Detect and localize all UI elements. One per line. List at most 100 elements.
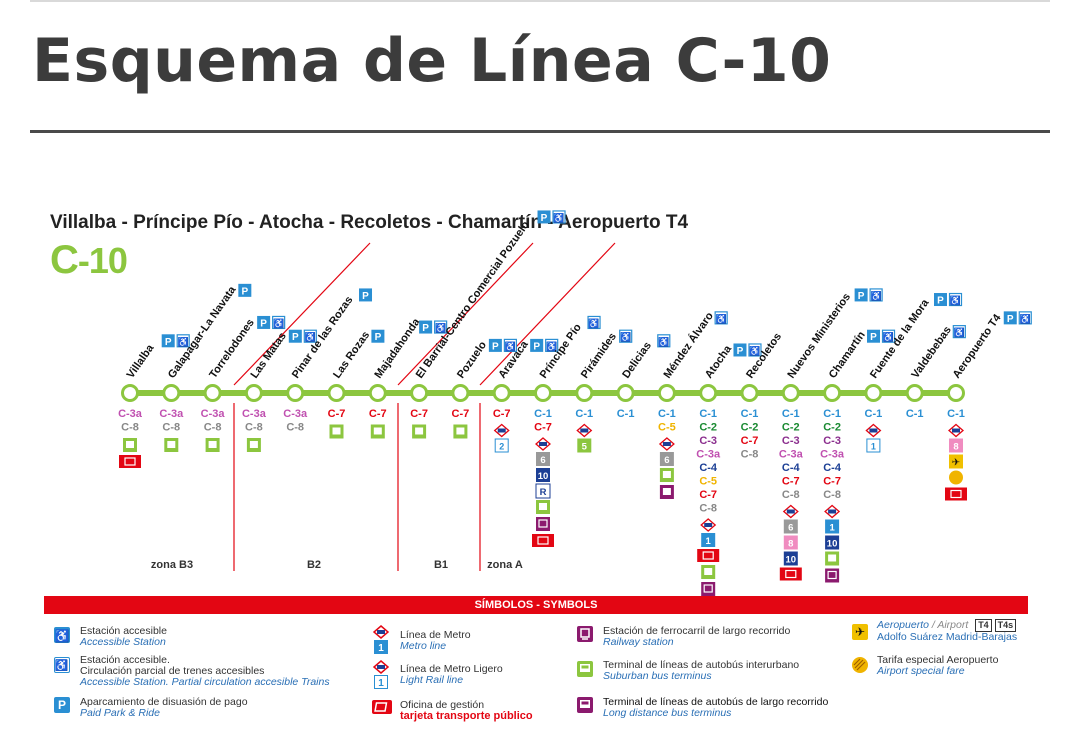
metro-line-number: 1: [706, 536, 712, 547]
t4s-badge: T4s: [994, 619, 1017, 632]
station-name: Valdebebas: [909, 324, 954, 380]
transport-card-office-icon: [945, 487, 967, 501]
zone-label: zona A: [487, 559, 523, 571]
accessible-icon: [503, 338, 517, 352]
parking-icon: [257, 315, 271, 329]
correspondence-c-8: C-8: [782, 489, 800, 501]
legend-long-distance-bus: Terminal de líneas de autobús de largo r…: [603, 696, 829, 719]
accessible-icon: [434, 320, 448, 334]
metro-line-6: [536, 452, 550, 466]
light-rail-icon: 1: [372, 660, 390, 695]
legend-suburban-bus: Terminal de líneas de autobús interurban…: [603, 659, 800, 682]
airplane-glyph: ✈: [952, 458, 960, 469]
accessible-icon: [869, 288, 883, 302]
correspondence-c-1: C-1: [906, 408, 924, 420]
parking-icon: [1003, 311, 1017, 325]
metro-line-number: 10: [827, 539, 838, 550]
station-name: Príncipe Pío: [538, 322, 584, 381]
railway-station-icon: [701, 582, 716, 596]
correspondence-c-7: C-7: [699, 489, 717, 501]
partial-accessible-icon: ♿: [54, 657, 70, 673]
parking-icon: [238, 283, 252, 297]
accessible-icon: [952, 325, 966, 339]
station-name: Villalba: [125, 342, 157, 381]
legend-metro: Línea de Metro Metro line: [400, 629, 471, 652]
parking-icon: [359, 288, 373, 302]
svg-text:♿: ♿: [55, 629, 70, 643]
metro-line-6: [659, 452, 674, 466]
zone-separator: [397, 242, 534, 386]
correspondence-c-8: C-8: [121, 422, 139, 434]
station-stop: [244, 384, 263, 402]
metro-line-number: 8: [953, 442, 958, 453]
parking-icon: [537, 210, 551, 224]
legend-parking: Aparcamiento de disuasión de pago Paid Pa…: [80, 696, 248, 719]
metro-line-number: R: [540, 487, 547, 498]
parking-icon-letter: P: [858, 291, 865, 302]
line-logo-number: -10: [77, 240, 128, 281]
accessible-icon-glyph: ♿: [1020, 313, 1031, 324]
railway-station-icon: [825, 568, 840, 583]
correspondence-c-7: C-7: [741, 435, 759, 447]
correspondence-c-8: C-8: [699, 503, 717, 515]
station-name: Las Rozas: [331, 329, 372, 380]
parking-icon-letter: P: [260, 318, 267, 329]
station-stop: [947, 384, 965, 402]
suburban-bus-icon: [577, 661, 593, 677]
correspondence-c-1: C-1: [947, 408, 965, 420]
station-stop: [575, 384, 594, 402]
legend-card-office: Oficina de gestión tarjeta transporte púb…: [400, 699, 533, 722]
railway-station-icon: [536, 517, 550, 531]
parking-icon: [488, 338, 502, 352]
correspondence-c-8: C-8: [741, 449, 759, 461]
station-name: Las Matas: [249, 330, 289, 380]
parking-icon-letter: P: [362, 291, 369, 302]
parking-icon-letter: P: [1007, 314, 1014, 325]
correspondence-c-3a: C-3a: [779, 449, 804, 461]
parking-icon: P: [54, 697, 70, 713]
correspondence-c-4: C-4: [699, 462, 718, 474]
accessible-icon: [714, 311, 728, 325]
accessible-icon-glyph: ♿: [950, 295, 961, 306]
airplane-icon: [949, 454, 963, 469]
line-logo-letter: C: [50, 238, 79, 282]
correspondence-c-2: C-2: [699, 422, 717, 434]
route-title: Villalba - Príncipe Pío - Atocha - Recol…: [50, 212, 689, 233]
correspondence-c-1: C-1: [823, 408, 841, 420]
light-rail-line-number: 2: [499, 442, 504, 452]
station-name: Chamartín: [827, 329, 868, 381]
parking-icon-letter: P: [241, 286, 248, 297]
metro-line-number: 10: [786, 555, 797, 566]
parking-icon: [530, 338, 544, 352]
correspondence-c-7: C-7: [782, 476, 800, 488]
svg-text:1: 1: [378, 678, 384, 689]
parking-icon: [934, 293, 948, 307]
correspondence-c-2: C-2: [782, 422, 800, 434]
correspondence-c-1: C-1: [699, 408, 717, 420]
accessible-icon-glyph: ♿: [546, 340, 557, 351]
parking-icon-letter: P: [165, 337, 172, 348]
station-stop: [905, 384, 924, 402]
correspondence-c-1: C-1: [782, 408, 800, 420]
accessible-icon: [552, 210, 566, 224]
correspondence-c-8: C-8: [245, 422, 263, 434]
station-5: Las Rozas P C-7: [327, 329, 385, 439]
correspondence-c-2: C-2: [741, 422, 759, 434]
airport-fare-icon: [852, 657, 868, 673]
accessible-icon-glyph: ♿: [435, 322, 446, 333]
accessible-icon: [272, 315, 286, 330]
accessible-icon: [881, 329, 896, 343]
correspondence-c-7: C-7: [493, 408, 511, 420]
parking-icon-letter: P: [870, 332, 877, 343]
parking-icon: [288, 329, 302, 343]
station-stop: [781, 384, 800, 402]
accessible-icon: [303, 329, 317, 343]
parking-icon-letter: P: [937, 296, 944, 307]
correspondence-c-3: C-3: [699, 435, 717, 447]
accessible-icon-glyph: ♿: [954, 327, 965, 338]
station-stop: [286, 384, 305, 402]
metro-line-number: 6: [788, 523, 793, 534]
page-title: Esquema de Línea C-10: [32, 26, 832, 96]
